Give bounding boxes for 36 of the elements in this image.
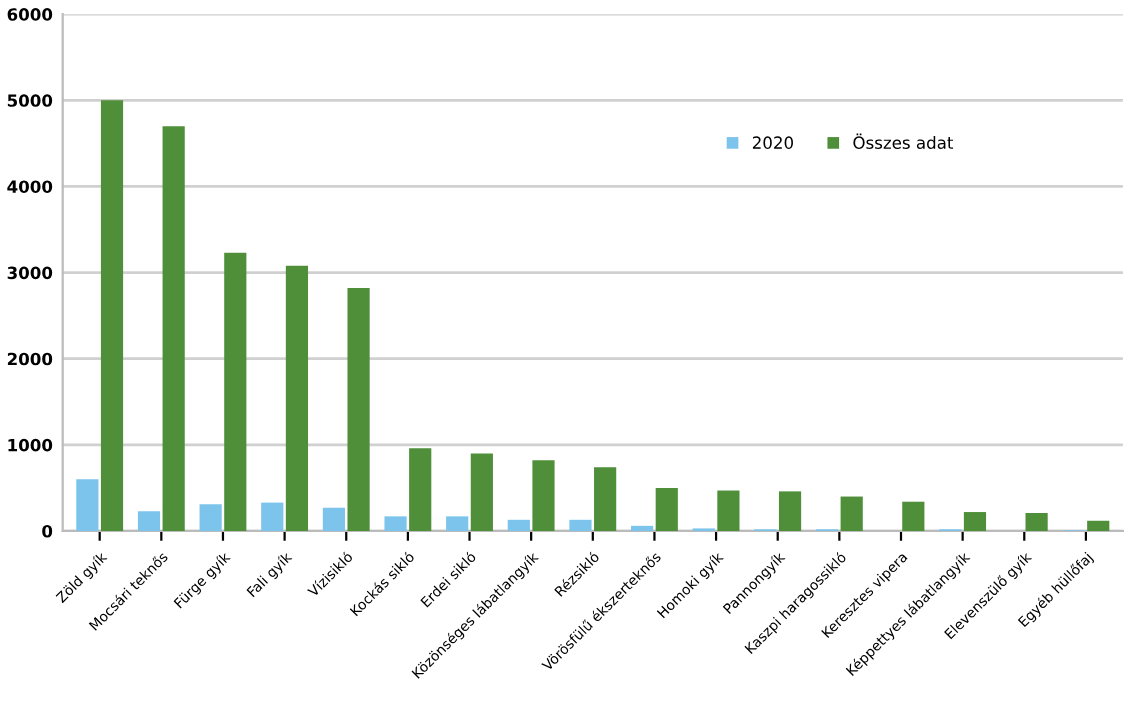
y-tick-label: 3000 <box>7 266 53 280</box>
bar <box>322 507 346 531</box>
bar <box>1025 512 1048 531</box>
bar <box>594 467 617 531</box>
bar <box>507 519 530 531</box>
y-tick-label: 6000 <box>7 8 53 21</box>
bar <box>261 502 284 531</box>
bar <box>409 448 432 531</box>
bar <box>1087 520 1110 531</box>
bar <box>717 490 740 531</box>
bar <box>902 501 925 531</box>
y-tick-label: 5000 <box>7 94 53 107</box>
bar <box>532 460 555 531</box>
bar <box>840 496 863 531</box>
bar <box>76 479 99 531</box>
bar <box>137 511 161 531</box>
bar <box>347 288 370 531</box>
bar <box>285 265 309 531</box>
y-tick-label: 2000 <box>7 352 53 366</box>
y-tick-label: 0 <box>42 524 53 538</box>
bar <box>631 525 654 531</box>
legend-label: Összes adat <box>853 133 954 149</box>
bar <box>162 126 185 531</box>
bar <box>100 100 124 531</box>
y-tick-label: 4000 <box>7 180 53 194</box>
bar <box>384 516 407 531</box>
bar <box>778 491 802 531</box>
bar <box>963 512 987 531</box>
bar <box>224 252 247 531</box>
bar <box>470 453 493 531</box>
legend-label: 2020 <box>752 136 793 149</box>
y-tick-label: 1000 <box>8 438 53 452</box>
bar <box>446 516 469 531</box>
bar <box>199 504 222 531</box>
bar <box>569 519 592 531</box>
bar <box>655 487 678 531</box>
